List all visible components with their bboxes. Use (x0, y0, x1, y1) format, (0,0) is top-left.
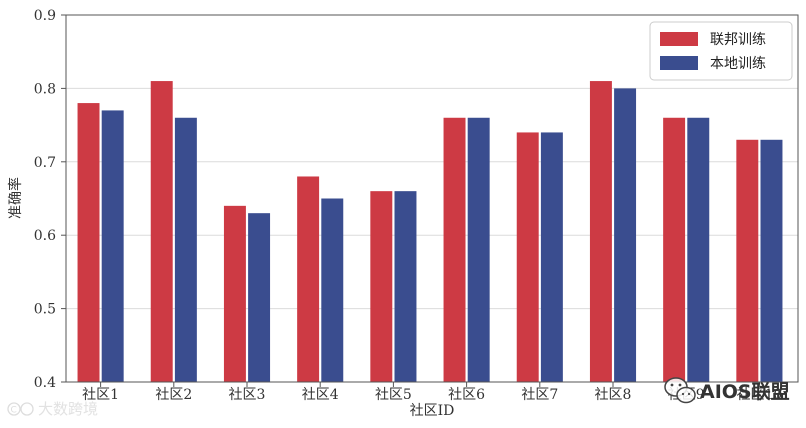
plot-frame (65, 14, 799, 383)
bar-local-3 (248, 213, 271, 382)
watermark-right-text: AIOS联盟 (700, 381, 790, 403)
bar-federated-5 (370, 191, 393, 382)
y-tick-label: 0.7 (34, 155, 56, 171)
x-tick-label: 社区8 (595, 387, 632, 403)
bar-local-6 (467, 117, 490, 382)
bar-local-10 (760, 139, 783, 382)
bar-federated-1 (77, 103, 100, 382)
y-tick-label: 0.6 (34, 228, 56, 244)
x-tick-label: 社区5 (375, 387, 412, 403)
bar-federated-8 (589, 81, 612, 382)
bar-federated-10 (736, 139, 759, 382)
bar-local-5 (394, 191, 417, 382)
y-tick-label: 0.9 (34, 8, 56, 24)
svg-text:C: C (11, 406, 17, 416)
y-tick-label: 0.4 (34, 375, 56, 391)
x-tick-label: 社区1 (82, 387, 119, 403)
watermark-right: AIOS联盟 (664, 377, 790, 404)
legend-label-federated: 联邦训练 (710, 32, 766, 48)
x-tick-label: 社区4 (302, 387, 339, 403)
bar-federated-6 (443, 117, 466, 382)
legend-swatch-local (660, 56, 698, 70)
bar-federated-2 (150, 81, 173, 382)
watermark-left: C 大数跨境 (7, 400, 98, 418)
x-tick-label: 社区6 (448, 387, 485, 403)
bars (77, 81, 783, 383)
bar-federated-7 (516, 132, 539, 382)
x-tick-labels: 社区1社区2社区3社区4社区5社区6社区7社区8社区9社区10 (82, 382, 782, 403)
bar-local-7 (540, 132, 563, 382)
bar-federated-4 (297, 176, 320, 382)
y-tick-labels: 0.4 0.5 0.6 0.7 0.8 0.9 (34, 8, 66, 391)
bar-federated-3 (223, 205, 246, 382)
bar-local-2 (174, 117, 197, 382)
bar-local-4 (321, 198, 344, 382)
bar-local-9 (687, 117, 710, 382)
bar-federated-9 (663, 117, 686, 382)
legend: 联邦训练 本地训练 (649, 21, 793, 81)
x-tick-label: 社区7 (521, 387, 558, 403)
y-tick-label: 0.5 (34, 302, 56, 318)
bar-local-1 (101, 110, 124, 383)
watermark-left-text: 大数跨境 (38, 400, 98, 418)
x-tick-label: 社区2 (155, 387, 192, 403)
copyright-mark-icon: C (7, 402, 34, 416)
x-tick-label: 社区3 (229, 387, 266, 403)
x-tick-label: 社区10 (736, 387, 782, 403)
y-tick-label: 0.8 (34, 81, 56, 97)
legend-label-local: 本地训练 (710, 56, 766, 72)
legend-swatch-federated (660, 32, 698, 46)
y-axis-title: 准确率 (7, 177, 24, 219)
wechat-icon (664, 377, 696, 404)
x-axis-title: 社区ID (410, 403, 455, 419)
bar-local-8 (614, 88, 637, 383)
